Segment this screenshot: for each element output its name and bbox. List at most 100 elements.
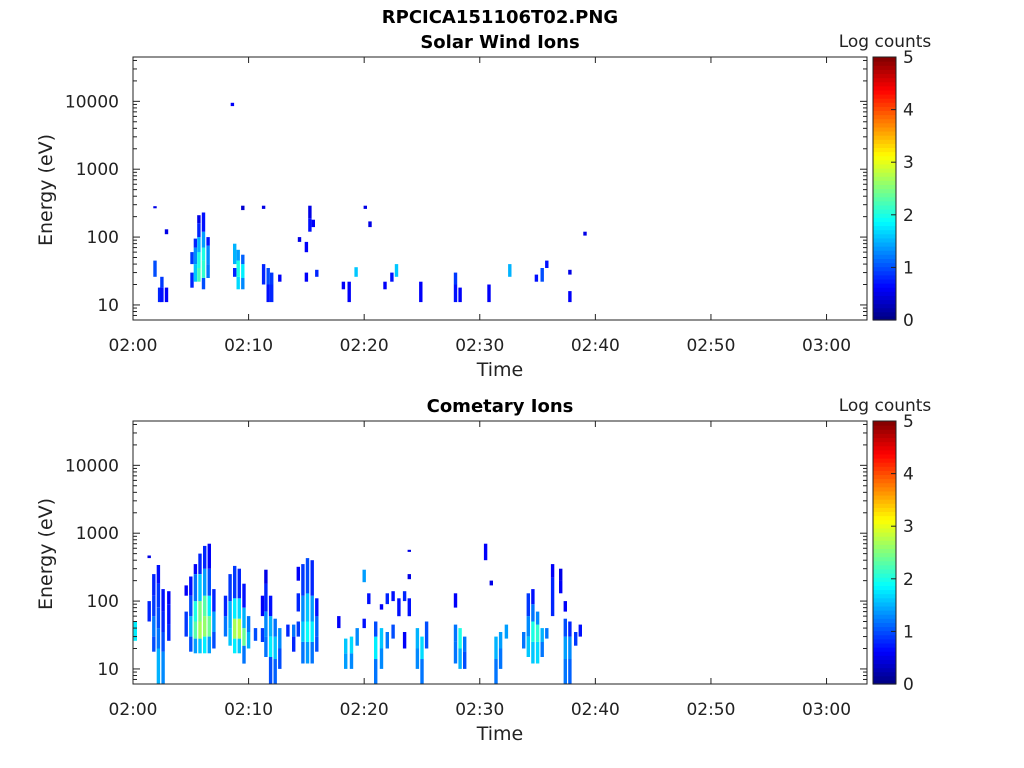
spectrogram-cell xyxy=(201,231,206,248)
spectrogram-cell xyxy=(540,628,544,642)
figure-title: RPCICA151106T02.PNG xyxy=(381,7,619,28)
colorbar-segment xyxy=(873,482,896,488)
colorbar-segment xyxy=(873,250,896,255)
spectrogram-cell xyxy=(161,651,165,684)
spectrogram-cell xyxy=(526,616,530,637)
spectrogram-cell xyxy=(153,206,157,209)
panel-cometary: Cometary Ions 02:00 02:10 02:20 02:30 02:40 0… xyxy=(35,396,931,745)
colorbar-segment xyxy=(873,585,896,591)
spectrogram-cell xyxy=(453,624,458,642)
colorbar-segment xyxy=(873,462,896,467)
spectrogram-cell xyxy=(394,264,399,277)
x-tick-label: 03:00 xyxy=(802,336,851,356)
spectrogram-cell xyxy=(203,595,207,617)
colorbar-segment xyxy=(873,196,896,202)
x-tick-label: 02:00 xyxy=(109,336,158,356)
spectrogram-cell xyxy=(301,564,305,596)
x-ticks-solar-wind: 02:00 02:10 02:20 02:30 02:40 02:50 03:00 xyxy=(109,57,851,356)
spectrogram-cell xyxy=(184,585,188,596)
colorbar-segment xyxy=(873,474,896,480)
spectrogram-cell xyxy=(260,595,265,617)
spectrogram-cell xyxy=(197,237,201,253)
y-tick-label: 10000 xyxy=(65,92,119,112)
spectrogram-cell xyxy=(310,641,314,664)
x-tick-label: 02:40 xyxy=(571,700,620,720)
colorbar-segment xyxy=(873,560,896,566)
spectrogram-cell xyxy=(278,274,282,282)
colorbar-frame xyxy=(872,56,897,321)
spectrogram-cell xyxy=(568,269,572,275)
spectrogram-cell xyxy=(349,636,354,654)
colorbar-segment xyxy=(873,57,896,62)
spectrogram-cell xyxy=(236,260,240,277)
spectrogram-cell xyxy=(147,601,151,622)
spectrogram-cell xyxy=(236,276,240,290)
colorbar-segment xyxy=(873,433,896,439)
spectrogram-cell xyxy=(242,583,246,608)
spectrogram-cell xyxy=(201,212,206,232)
colorbar-segment xyxy=(873,659,896,665)
spectrogram-cell xyxy=(193,264,198,282)
colorbar-segment xyxy=(873,671,896,677)
spectrogram-cell xyxy=(237,638,241,654)
colorbar-segment xyxy=(873,511,896,517)
spectrogram-cell xyxy=(308,218,312,232)
colorbar-segment xyxy=(873,634,896,640)
spectrogram-cell xyxy=(419,281,423,303)
colorbar-segment xyxy=(873,568,896,574)
spectrogram-cell xyxy=(563,601,567,612)
x-tick-label: 02:30 xyxy=(455,336,504,356)
spectrogram-cell xyxy=(344,638,348,654)
colorbar-segment xyxy=(873,122,896,128)
colorbar-segment xyxy=(873,449,896,455)
colorbar-tick-label: 1 xyxy=(903,258,914,278)
spectrogram-cell xyxy=(310,560,314,596)
colorbar-segment xyxy=(873,274,896,280)
spectrogram-cell xyxy=(508,264,512,277)
spectrogram-cell xyxy=(253,628,258,641)
colorbar-segment xyxy=(873,61,896,66)
x-tick-label: 02:50 xyxy=(686,336,735,356)
spectrogram-cell xyxy=(385,632,389,649)
spectrogram-cell xyxy=(310,595,314,622)
spectrogram-cell xyxy=(203,616,207,637)
colorbar-segment xyxy=(873,589,896,595)
spectrogram-cell xyxy=(568,636,572,660)
spectrogram-cell xyxy=(315,636,319,652)
spectrogram-cell xyxy=(420,636,424,660)
plot-frame-solar-wind xyxy=(132,56,868,321)
colorbar-segment xyxy=(873,531,896,537)
y-ticks-cometary: 10 100 1000 10000 xyxy=(65,423,867,685)
spectrogram-cell xyxy=(193,621,198,639)
spectrogram-cell xyxy=(207,616,211,637)
colorbar-label-cometary: Log counts xyxy=(839,396,932,416)
y-tick-label: 1000 xyxy=(76,524,119,544)
colorbar-segment xyxy=(873,229,896,235)
colorbar-segment xyxy=(873,270,896,276)
spectrogram-cell xyxy=(498,648,503,669)
spectrogram-cell xyxy=(164,287,169,303)
spectrogram-cell xyxy=(268,657,273,684)
spectrogram-cell xyxy=(184,611,188,637)
y-axis-label-cometary: Energy (eV) xyxy=(35,498,57,610)
colorbar-segment xyxy=(873,81,896,87)
spectrogram-cell xyxy=(379,648,384,669)
spectrogram-cell xyxy=(504,624,509,639)
colorbar-segment xyxy=(873,241,896,247)
spectrogram-cell xyxy=(453,284,458,303)
spectrogram-cell xyxy=(368,221,372,228)
spectrogram-cell xyxy=(152,574,156,596)
colorbar-segment xyxy=(873,159,896,165)
spectrogram-cell xyxy=(201,277,206,290)
x-axis-label-solar-wind: Time xyxy=(476,359,524,381)
colorbar-segment xyxy=(873,311,896,317)
spectrogram-cell xyxy=(458,287,462,303)
spectrogram-cell xyxy=(241,264,245,278)
spectrogram-cell xyxy=(198,621,202,639)
y-tick-label: 10000 xyxy=(65,456,119,476)
colorbar-segment xyxy=(873,126,896,132)
colorbar-segment xyxy=(873,225,896,231)
colorbar-segment xyxy=(873,610,896,615)
spectrogram-cell xyxy=(198,574,202,602)
spectrogram-cell xyxy=(374,621,378,637)
